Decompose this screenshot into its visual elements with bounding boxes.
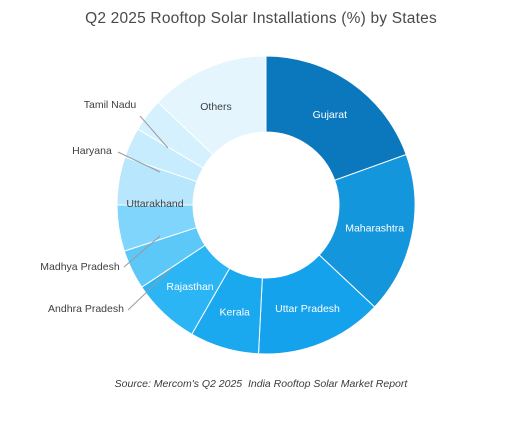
- slice-maharashtra: [318, 153, 416, 308]
- label-madhya-pradesh: Madhya Pradesh: [40, 261, 120, 273]
- leader-line-haryana: [117, 151, 161, 173]
- label-andhra-pradesh: Andhra Pradesh: [48, 303, 124, 315]
- slice-gujarat: [265, 55, 407, 181]
- label-maharashtra: Maharashtra: [345, 223, 404, 235]
- leader-line-madhya-pradesh: [123, 235, 161, 268]
- slice-labels: Gujarat Maharashtra Uttar Pradesh Kerala Raj…: [40, 99, 404, 318]
- source-note: Source: Mercom's Q2 2025 India Rooftop S…: [114, 378, 408, 390]
- leader-line-andhra-pradesh: [127, 267, 173, 311]
- chart-title: Q2 2025 Rooftop Solar Installations (%) …: [85, 10, 437, 27]
- label-haryana: Haryana: [72, 145, 112, 157]
- label-gujarat: Gujarat: [313, 109, 348, 121]
- leader-line-tamil-nadu: [139, 115, 169, 149]
- slice-others: [157, 55, 267, 156]
- label-rajasthan: Rajasthan: [166, 281, 213, 293]
- leader-lines: [117, 115, 173, 311]
- label-tamil-nadu: Tamil Nadu: [84, 99, 137, 111]
- label-uttar-pradesh: Uttar Pradesh: [275, 303, 340, 315]
- label-uttarakhand: Uttarakhand: [126, 198, 183, 210]
- label-others: Others: [200, 101, 232, 113]
- label-kerala: Kerala: [220, 306, 251, 318]
